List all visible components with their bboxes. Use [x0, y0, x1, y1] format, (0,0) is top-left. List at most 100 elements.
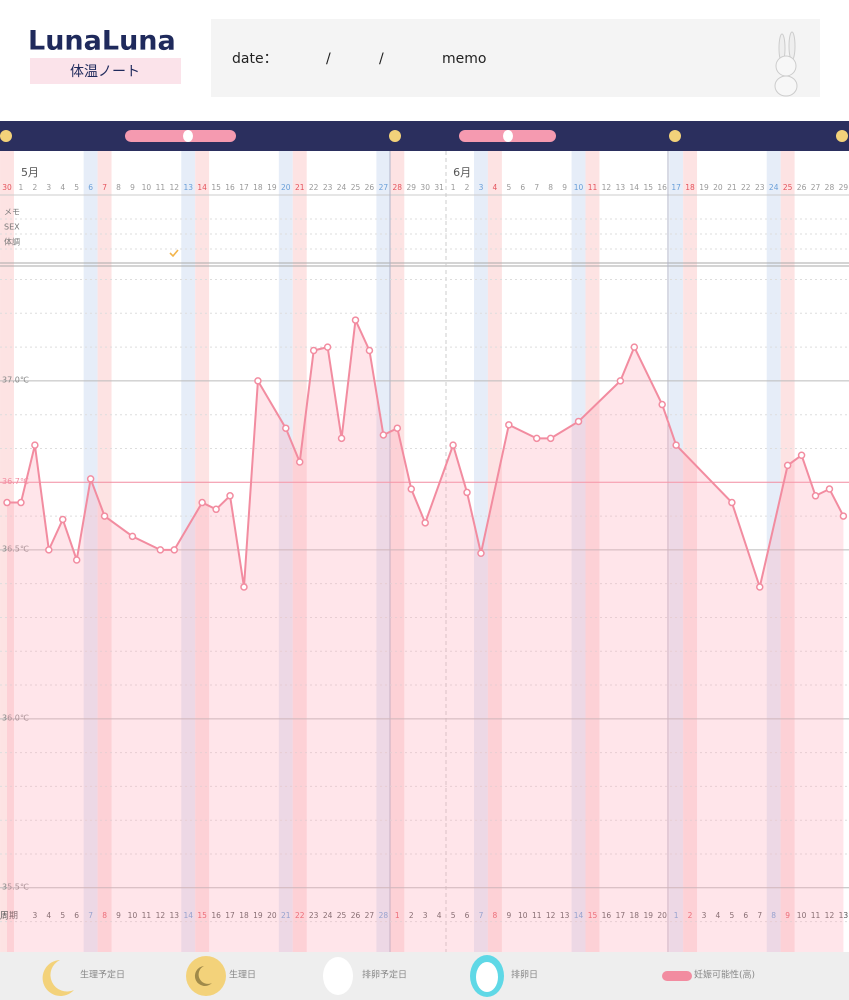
- temperature-point: [477, 549, 485, 557]
- temperature-point: [156, 546, 165, 554]
- cycle-day-label: 4: [437, 911, 442, 920]
- date-label: 19: [699, 183, 709, 192]
- cycle-day-label: 6: [743, 911, 748, 920]
- date-label: 23: [755, 183, 765, 192]
- cycle-day-label: 13: [170, 911, 180, 920]
- cycle-day-label: 6: [465, 911, 470, 920]
- cycle-day-label: 6: [74, 911, 79, 920]
- date-label: 22: [309, 183, 319, 192]
- date-label: 1: [451, 183, 456, 192]
- cycle-day-label: 24: [323, 911, 333, 920]
- day-band: [278, 151, 293, 952]
- cycle-day-label: 16: [211, 911, 221, 920]
- cycle-day-label: 20: [657, 911, 667, 920]
- date-label: 22: [741, 183, 751, 192]
- cycle-day-label: 10: [518, 911, 528, 920]
- date-label: 9: [130, 183, 135, 192]
- cycle-day-label: 18: [630, 911, 640, 920]
- temperature-point: [282, 424, 290, 432]
- cycle-day-label: 8: [102, 911, 107, 920]
- fertile-pill: [125, 130, 236, 142]
- cycle-day-label: 12: [825, 911, 835, 920]
- cycle-day-label: 4: [716, 911, 721, 920]
- row-dots: [0, 218, 849, 250]
- date-label: 3: [479, 183, 484, 192]
- date-label: 5: [506, 183, 511, 192]
- cycle-day-label: 9: [785, 911, 790, 920]
- legend-icons: [42, 955, 692, 997]
- temperature-point: [31, 441, 39, 449]
- cycle-day-label: 3: [702, 911, 707, 920]
- date-label: 10: [574, 183, 584, 192]
- date-label: date：: [232, 51, 278, 67]
- day-band: [669, 151, 684, 952]
- day-band: [292, 151, 307, 952]
- date-label: 24: [769, 183, 779, 192]
- area: [7, 320, 844, 952]
- cycle-day-label: 7: [88, 911, 93, 920]
- rabbit: [774, 31, 798, 97]
- temperature-point: [797, 451, 806, 459]
- date-label: 24: [337, 183, 347, 192]
- day-band: [780, 151, 795, 952]
- temperature-point: [783, 461, 792, 470]
- temperature-point: [811, 492, 820, 500]
- subtitle-box: [30, 58, 181, 84]
- temperature-point: [393, 424, 402, 432]
- temperature-point: [505, 421, 513, 429]
- temperature-point: [254, 377, 262, 385]
- date-label: 7: [102, 183, 107, 192]
- date-label: 26: [365, 183, 375, 192]
- cycle-day-label: 18: [239, 911, 249, 920]
- cycle-day-label: 8: [493, 911, 498, 920]
- date-label: 5: [74, 183, 79, 192]
- date-label: 28: [393, 183, 403, 192]
- cycle-day-label: 1: [674, 911, 679, 920]
- temperature-point: [351, 316, 360, 324]
- legend-label: 排卵日: [511, 969, 538, 981]
- cycle-day-label: 1: [395, 911, 400, 920]
- temperature-point: [17, 498, 25, 507]
- day-band: [0, 151, 14, 952]
- temperature-point: [59, 515, 67, 524]
- temperature-point: [337, 434, 346, 443]
- date-label: 11: [588, 183, 598, 192]
- date-label: 29: [406, 183, 416, 192]
- temperature-point: [407, 485, 416, 493]
- cycle-day-label: 15: [197, 911, 207, 920]
- cycle-day-label: 2: [688, 911, 693, 920]
- legend-label: 生理予定日: [80, 969, 125, 981]
- cycle-day-label: 16: [602, 911, 612, 920]
- cycle-day-label: 10: [797, 911, 807, 920]
- cycle-day-label: 9: [506, 911, 511, 920]
- check-icon: [169, 249, 179, 258]
- date-label: 7: [534, 183, 539, 192]
- date-label: 21: [295, 183, 305, 192]
- temperature-point: [86, 475, 95, 483]
- cycle-day-label: 28: [379, 911, 389, 920]
- date-label: 19: [267, 183, 277, 192]
- date-label: 9: [562, 183, 567, 192]
- y-tick-label: 36.0℃: [2, 713, 29, 722]
- date-label: 20: [281, 183, 291, 192]
- day-band: [376, 151, 391, 952]
- temperature-point: [100, 512, 109, 520]
- cycle-day-label: 14: [183, 911, 193, 920]
- temperature-point: [532, 434, 541, 443]
- temperature-point: [658, 400, 666, 409]
- cycle-day-label: 26: [351, 911, 361, 920]
- legend-label: 排卵予定日: [362, 969, 407, 981]
- day-band: [487, 151, 502, 952]
- ovulation-dot: [183, 130, 193, 142]
- date-label: 26: [797, 183, 807, 192]
- slash: /: [379, 51, 384, 67]
- cycle-label: 周期: [0, 911, 18, 922]
- cycle-day-label: 17: [225, 911, 235, 920]
- temperature-point: [463, 488, 471, 497]
- cycle-day-label: 10: [128, 911, 138, 920]
- cycle-day-label: 5: [451, 911, 456, 920]
- cycle-day-label: 15: [588, 911, 598, 920]
- cycle-day-label: 25: [337, 911, 347, 920]
- date-label: 12: [602, 183, 612, 192]
